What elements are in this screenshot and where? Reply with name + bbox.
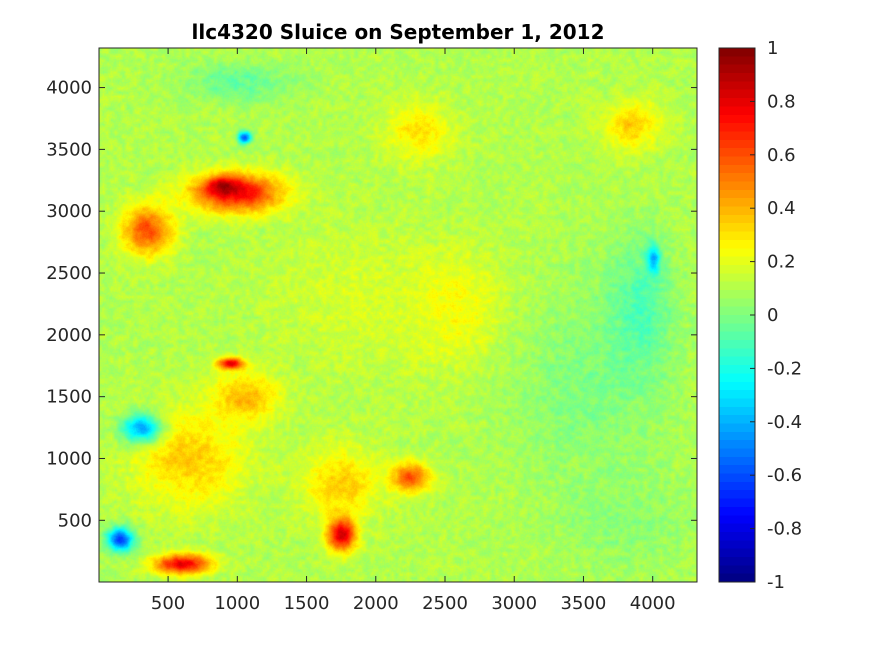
heatmap-image <box>99 48 697 582</box>
x-tick-label: 2000 <box>353 593 399 614</box>
x-tick-label: 3000 <box>491 593 537 614</box>
colorbar-tick-label: 0 <box>767 305 778 326</box>
y-tick-label: 500 <box>58 510 92 531</box>
colorbar-tick-label: -0.8 <box>767 519 802 540</box>
heatmap-plot <box>98 47 698 583</box>
colorbar-tick-label: 0.2 <box>767 252 796 273</box>
y-tick-label: 2000 <box>46 325 92 346</box>
x-tick-label: 2500 <box>422 593 468 614</box>
colorbar-tick-label: 0.8 <box>767 91 796 112</box>
y-tick-label: 2500 <box>46 263 92 284</box>
x-tick-label: 1000 <box>214 593 260 614</box>
x-tick-label: 4000 <box>630 593 676 614</box>
colorbar-tick-label: -0.4 <box>767 412 802 433</box>
x-tick-label: 3500 <box>561 593 607 614</box>
chart-title: llc4320 Sluice on September 1, 2012 <box>192 20 605 44</box>
colorbar-tick-label: -0.6 <box>767 465 802 486</box>
y-tick-label: 3000 <box>46 201 92 222</box>
y-tick-label: 3500 <box>46 139 92 160</box>
plot-frame <box>98 47 698 583</box>
colorbar-ticks: 1 0.8 0.6 0.4 0.2 0 -0.2 -0.4 -0.6 -0.8 -1 <box>750 38 802 593</box>
colorbar-tick-label: 0.4 <box>767 198 796 219</box>
colorbar: 1 0.8 0.6 0.4 0.2 0 -0.2 -0.4 -0.6 -0.8 -1 <box>718 38 802 593</box>
x-tick-label: 500 <box>151 593 185 614</box>
colorbar-tick-label: 0.6 <box>767 145 796 166</box>
colorbar-tick-label: -1 <box>767 572 785 593</box>
y-tick-label: 4000 <box>46 78 92 99</box>
y-axis: 500 1000 1500 2000 2500 3000 3500 4000 <box>46 78 697 531</box>
x-tick-label: 1500 <box>284 593 330 614</box>
y-tick-label: 1500 <box>46 387 92 408</box>
colorbar-gradient <box>719 48 755 582</box>
x-axis: 500 1000 1500 2000 2500 3000 3500 4000 <box>151 48 676 614</box>
colorbar-tick-label: -0.2 <box>767 358 802 379</box>
colorbar-tick-label: 1 <box>767 38 778 59</box>
y-tick-label: 1000 <box>46 448 92 469</box>
